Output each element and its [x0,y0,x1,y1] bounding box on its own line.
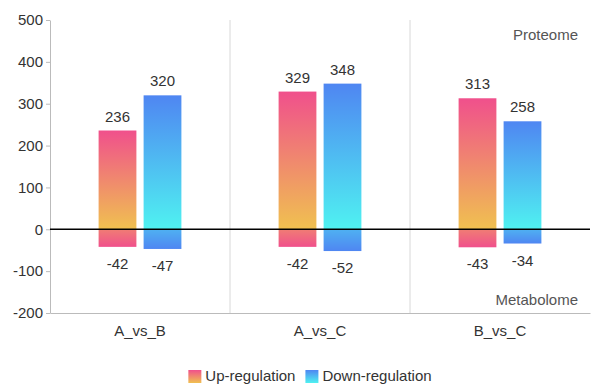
annotation: Metabolome [495,291,578,308]
bar [279,229,317,247]
x-tick: B_vs_C [474,313,527,339]
plot: -200 -100 0 100 200 300 400 500 A_vs_B A_vs_C B_vs… [13,11,591,338]
data-label: 320 [150,72,175,89]
y-tick-label: -200 [13,304,43,321]
bar [279,92,317,230]
legend-label: Up-regulation [205,367,295,384]
bars [99,84,542,251]
bar [99,229,137,247]
bar [459,98,497,229]
bar [144,95,182,229]
data-label: -47 [152,257,174,274]
data-label: -42 [287,255,309,272]
y-tick: 500 [18,11,50,28]
bar [99,131,137,230]
y-tick: -200 [13,304,50,321]
x-tick-label: B_vs_C [474,322,527,339]
bar [459,229,497,247]
bar [324,84,362,230]
data-label: -43 [467,255,489,272]
separator [230,20,231,313]
y-tick-label: -100 [13,262,43,279]
data-label: -52 [332,259,354,276]
bar [504,229,542,243]
y-tick-label: 400 [18,53,43,70]
legend-swatch [305,370,318,383]
y-tick-mark [46,146,50,147]
zero-line [50,229,590,231]
y-tick-mark [46,187,50,188]
legend-swatch [188,370,201,383]
annotation: Proteome [513,26,578,43]
y-tick: 200 [18,137,50,154]
data-label: -34 [512,252,534,269]
x-axis-line [51,313,591,314]
legend-label: Down-regulation [322,367,431,384]
bar [324,229,362,251]
y-tick-mark [46,313,50,314]
data-label: 236 [105,108,130,125]
separator [410,20,411,313]
bar [144,229,182,249]
chart: -200 -100 0 100 200 300 400 500 A_vs_B A_vs_C B_vs… [0,0,600,389]
y-tick: 400 [18,53,50,70]
data-label: -42 [107,255,129,272]
y-tick-mark [46,271,50,272]
y-tick: 300 [18,95,50,112]
data-labels: 236 329 313 -42 -42 -43 320 348 258 -47 -52 -34 [105,61,535,276]
y-tick-label: 500 [18,11,43,28]
y-tick: 0 [35,221,50,238]
x-tick-label: A_vs_C [294,322,347,339]
bar [504,121,542,229]
y-tick-mark [46,62,50,63]
legend: Up-regulation Down-regulation [188,367,431,384]
x-tick: A_vs_C [294,313,347,339]
x-tick-label: A_vs_B [114,322,166,339]
legend-item: Up-regulation [188,367,295,384]
y-tick: 100 [18,179,50,196]
data-label: 348 [330,61,355,78]
data-label: 329 [285,69,310,86]
y-tick-mark [46,20,50,21]
x-tick: A_vs_B [114,313,166,339]
data-label: 313 [465,75,490,92]
y-tick-label: 100 [18,179,43,196]
y-tick-label: 300 [18,95,43,112]
y-axis: -200 -100 0 100 200 300 400 500 [13,11,51,321]
y-tick-label: 200 [18,137,43,154]
legend-item: Down-regulation [305,367,431,384]
y-axis-line [50,21,51,314]
x-axis: A_vs_B A_vs_C B_vs_C [51,313,591,339]
y-tick: -100 [13,262,50,279]
y-tick-mark [46,229,50,230]
y-tick-label: 0 [35,221,43,238]
y-tick-mark [46,104,50,105]
data-label: 258 [510,98,535,115]
